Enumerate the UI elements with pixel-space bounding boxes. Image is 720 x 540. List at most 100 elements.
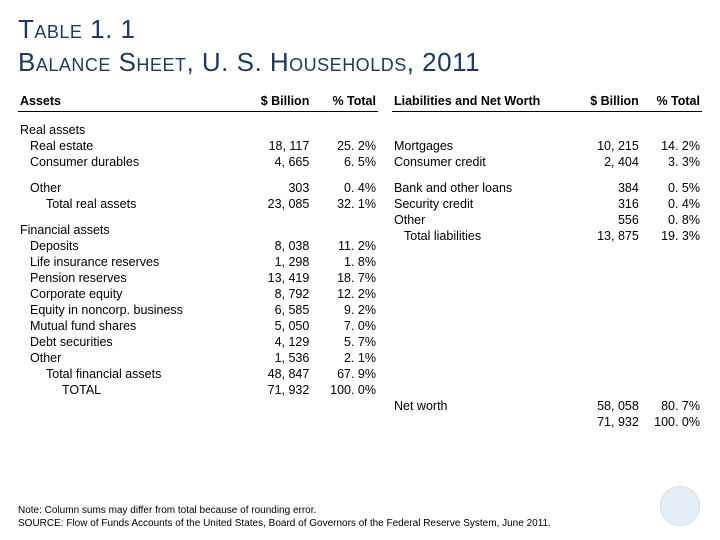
row-value: 8, 792 bbox=[241, 286, 311, 302]
row-value: 1, 536 bbox=[241, 350, 311, 366]
section-real-assets: Real assets bbox=[18, 122, 241, 138]
table-row: Real estate 18, 117 25. 2% bbox=[18, 138, 378, 154]
row-label: Bank and other loans bbox=[392, 180, 576, 196]
row-pct: 67. 9% bbox=[311, 366, 378, 382]
row-label bbox=[392, 414, 576, 430]
table-row: Bank and other loans 384 0. 5% bbox=[392, 180, 702, 196]
row-label: Equity in noncorp. business bbox=[18, 302, 241, 318]
row-label: Other bbox=[18, 350, 241, 366]
row-value: 384 bbox=[576, 180, 641, 196]
row-label: Mortgages bbox=[392, 138, 576, 154]
row-value: 10, 215 bbox=[576, 138, 641, 154]
table-row: Other 303 0. 4% bbox=[18, 180, 378, 196]
table-row: Corporate equity 8, 792 12. 2% bbox=[18, 286, 378, 302]
table-row: Mortgages 10, 215 14. 2% bbox=[392, 138, 702, 154]
table-row: Other 556 0. 8% bbox=[392, 212, 702, 228]
col-liab: Liabilities and Net Worth bbox=[392, 92, 576, 112]
table-row: Consumer durables 4, 665 6. 5% bbox=[18, 154, 378, 170]
row-label: Consumer credit bbox=[392, 154, 576, 170]
table-row: Total real assets 23, 085 32. 1% bbox=[18, 196, 378, 212]
liabilities-table: Liabilities and Net Worth $ Billion % To… bbox=[392, 92, 702, 430]
row-value: 23, 085 bbox=[241, 196, 311, 212]
row-pct: 5. 7% bbox=[311, 334, 378, 350]
row-value: 316 bbox=[576, 196, 641, 212]
row-value: 4, 129 bbox=[241, 334, 311, 350]
table-row: Debt securities 4, 129 5. 7% bbox=[18, 334, 378, 350]
table-row: 71, 932 100. 0% bbox=[392, 414, 702, 430]
row-pct: 100. 0% bbox=[311, 382, 378, 398]
table-row: Real assets bbox=[18, 122, 378, 138]
row-value: 48, 847 bbox=[241, 366, 311, 382]
assets-table: Assets $ Billion % Total Real assets Rea… bbox=[18, 92, 378, 398]
row-pct: 11. 2% bbox=[311, 238, 378, 254]
row-pct: 14. 2% bbox=[641, 138, 702, 154]
table-number: Table 1. 1 bbox=[18, 14, 702, 45]
row-pct: 18. 7% bbox=[311, 270, 378, 286]
row-label: Corporate equity bbox=[18, 286, 241, 302]
row-value: 4, 665 bbox=[241, 154, 311, 170]
row-label: Other bbox=[392, 212, 576, 228]
row-value: 13, 875 bbox=[576, 228, 641, 244]
col-pct: % Total bbox=[641, 92, 702, 112]
table-row: Total financial assets 48, 847 67. 9% bbox=[18, 366, 378, 382]
row-value: 71, 932 bbox=[241, 382, 311, 398]
table-row: Pension reserves 13, 419 18. 7% bbox=[18, 270, 378, 286]
row-value: 18, 117 bbox=[241, 138, 311, 154]
table-header-row: Liabilities and Net Worth $ Billion % To… bbox=[392, 92, 702, 112]
table-row: Other 1, 536 2. 1% bbox=[18, 350, 378, 366]
col-billion: $ Billion bbox=[241, 92, 311, 112]
row-label: Real estate bbox=[18, 138, 241, 154]
row-pct: 3. 3% bbox=[641, 154, 702, 170]
row-pct: 100. 0% bbox=[641, 414, 702, 430]
table-row: Security credit 316 0. 4% bbox=[392, 196, 702, 212]
row-pct: 0. 5% bbox=[641, 180, 702, 196]
row-label: Life insurance reserves bbox=[18, 254, 241, 270]
table-row: Net worth 58, 058 80. 7% bbox=[392, 398, 702, 414]
row-pct: 0. 4% bbox=[641, 196, 702, 212]
table-row: Mutual fund shares 5, 050 7. 0% bbox=[18, 318, 378, 334]
row-pct: 2. 1% bbox=[311, 350, 378, 366]
footnote-line: Note: Column sums may differ from total … bbox=[18, 505, 551, 518]
row-value: 5, 050 bbox=[241, 318, 311, 334]
row-pct: 9. 2% bbox=[311, 302, 378, 318]
table-row: Deposits 8, 038 11. 2% bbox=[18, 238, 378, 254]
row-pct: 32. 1% bbox=[311, 196, 378, 212]
row-label: Debt securities bbox=[18, 334, 241, 350]
row-label: Mutual fund shares bbox=[18, 318, 241, 334]
row-value: 71, 932 bbox=[576, 414, 641, 430]
row-pct: 19. 3% bbox=[641, 228, 702, 244]
table-row: Life insurance reserves 1, 298 1. 8% bbox=[18, 254, 378, 270]
row-label: Other bbox=[18, 180, 241, 196]
table-row: Consumer credit 2, 404 3. 3% bbox=[392, 154, 702, 170]
section-financial-assets: Financial assets bbox=[18, 222, 241, 238]
col-billion: $ Billion bbox=[576, 92, 641, 112]
row-label: Total real assets bbox=[18, 196, 241, 212]
row-pct: 0. 4% bbox=[311, 180, 378, 196]
row-pct: 7. 0% bbox=[311, 318, 378, 334]
row-value: 13, 419 bbox=[241, 270, 311, 286]
table-row: Financial assets bbox=[18, 222, 378, 238]
row-label: TOTAL bbox=[18, 382, 241, 398]
footnotes: Note: Column sums may differ from total … bbox=[18, 505, 551, 530]
row-value: 556 bbox=[576, 212, 641, 228]
accent-circle-icon bbox=[660, 486, 700, 526]
row-pct: 80. 7% bbox=[641, 398, 702, 414]
row-value: 6, 585 bbox=[241, 302, 311, 318]
row-label: Total liabilities bbox=[392, 228, 576, 244]
col-pct: % Total bbox=[311, 92, 378, 112]
row-pct: 0. 8% bbox=[641, 212, 702, 228]
table-row: Equity in noncorp. business 6, 585 9. 2% bbox=[18, 302, 378, 318]
table-row: Total liabilities 13, 875 19. 3% bbox=[392, 228, 702, 244]
row-pct: 12. 2% bbox=[311, 286, 378, 302]
row-label: Deposits bbox=[18, 238, 241, 254]
row-label: Net worth bbox=[392, 398, 576, 414]
footnote-line: SOURCE: Flow of Funds Accounts of the Un… bbox=[18, 518, 551, 531]
row-label: Security credit bbox=[392, 196, 576, 212]
row-label: Consumer durables bbox=[18, 154, 241, 170]
balance-sheet-table: Assets $ Billion % Total Real assets Rea… bbox=[18, 92, 702, 430]
table-row: TOTAL 71, 932 100. 0% bbox=[18, 382, 378, 398]
row-value: 303 bbox=[241, 180, 311, 196]
row-value: 1, 298 bbox=[241, 254, 311, 270]
row-pct: 25. 2% bbox=[311, 138, 378, 154]
page-title: Balance Sheet, U. S. Households, 2011 bbox=[18, 47, 702, 78]
